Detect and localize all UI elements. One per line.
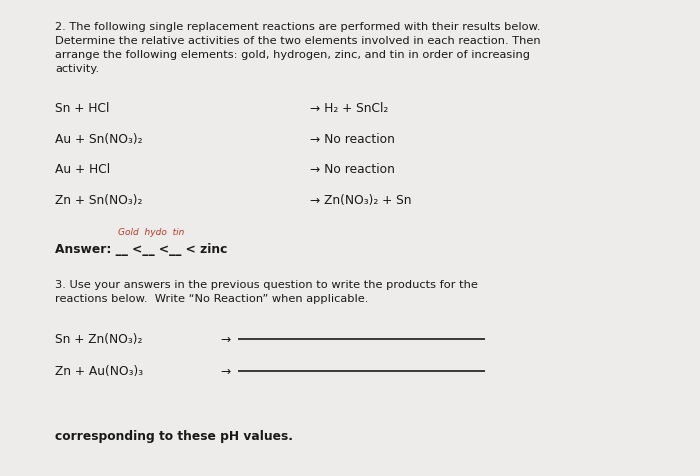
Text: Determine the relative activities of the two elements involved in each reaction.: Determine the relative activities of the… [55,36,540,46]
Text: → H₂ + SnCl₂: → H₂ + SnCl₂ [310,102,389,115]
Text: → No reaction: → No reaction [310,133,395,146]
Text: → No reaction: → No reaction [310,163,395,176]
Text: →: → [220,364,230,377]
Text: Gold  hydo  tin: Gold hydo tin [118,228,184,237]
Text: reactions below.  Write “No Reaction” when applicable.: reactions below. Write “No Reaction” whe… [55,293,368,303]
Text: Sn + Zn(NO₃)₂: Sn + Zn(NO₃)₂ [55,332,142,345]
Text: Sn + HCl: Sn + HCl [55,102,109,115]
Text: activity.: activity. [55,64,99,74]
Text: corresponding to these pH values.: corresponding to these pH values. [55,429,293,442]
Text: Au + HCl: Au + HCl [55,163,110,176]
Text: →: → [220,332,230,345]
Text: Au + Sn(NO₃)₂: Au + Sn(NO₃)₂ [55,133,143,146]
Text: Zn + Au(NO₃)₃: Zn + Au(NO₃)₃ [55,364,143,377]
Text: Zn + Sn(NO₃)₂: Zn + Sn(NO₃)₂ [55,194,142,207]
Text: arrange the following elements: gold, hydrogen, zinc, and tin in order of increa: arrange the following elements: gold, hy… [55,50,530,60]
Text: 2. The following single replacement reactions are performed with their results b: 2. The following single replacement reac… [55,22,540,32]
Text: → Zn(NO₃)₂ + Sn: → Zn(NO₃)₂ + Sn [310,194,412,207]
Text: Answer: __ <__ <__ < zinc: Answer: __ <__ <__ < zinc [55,242,228,256]
Text: 3. Use your answers in the previous question to write the products for the: 3. Use your answers in the previous ques… [55,279,478,289]
